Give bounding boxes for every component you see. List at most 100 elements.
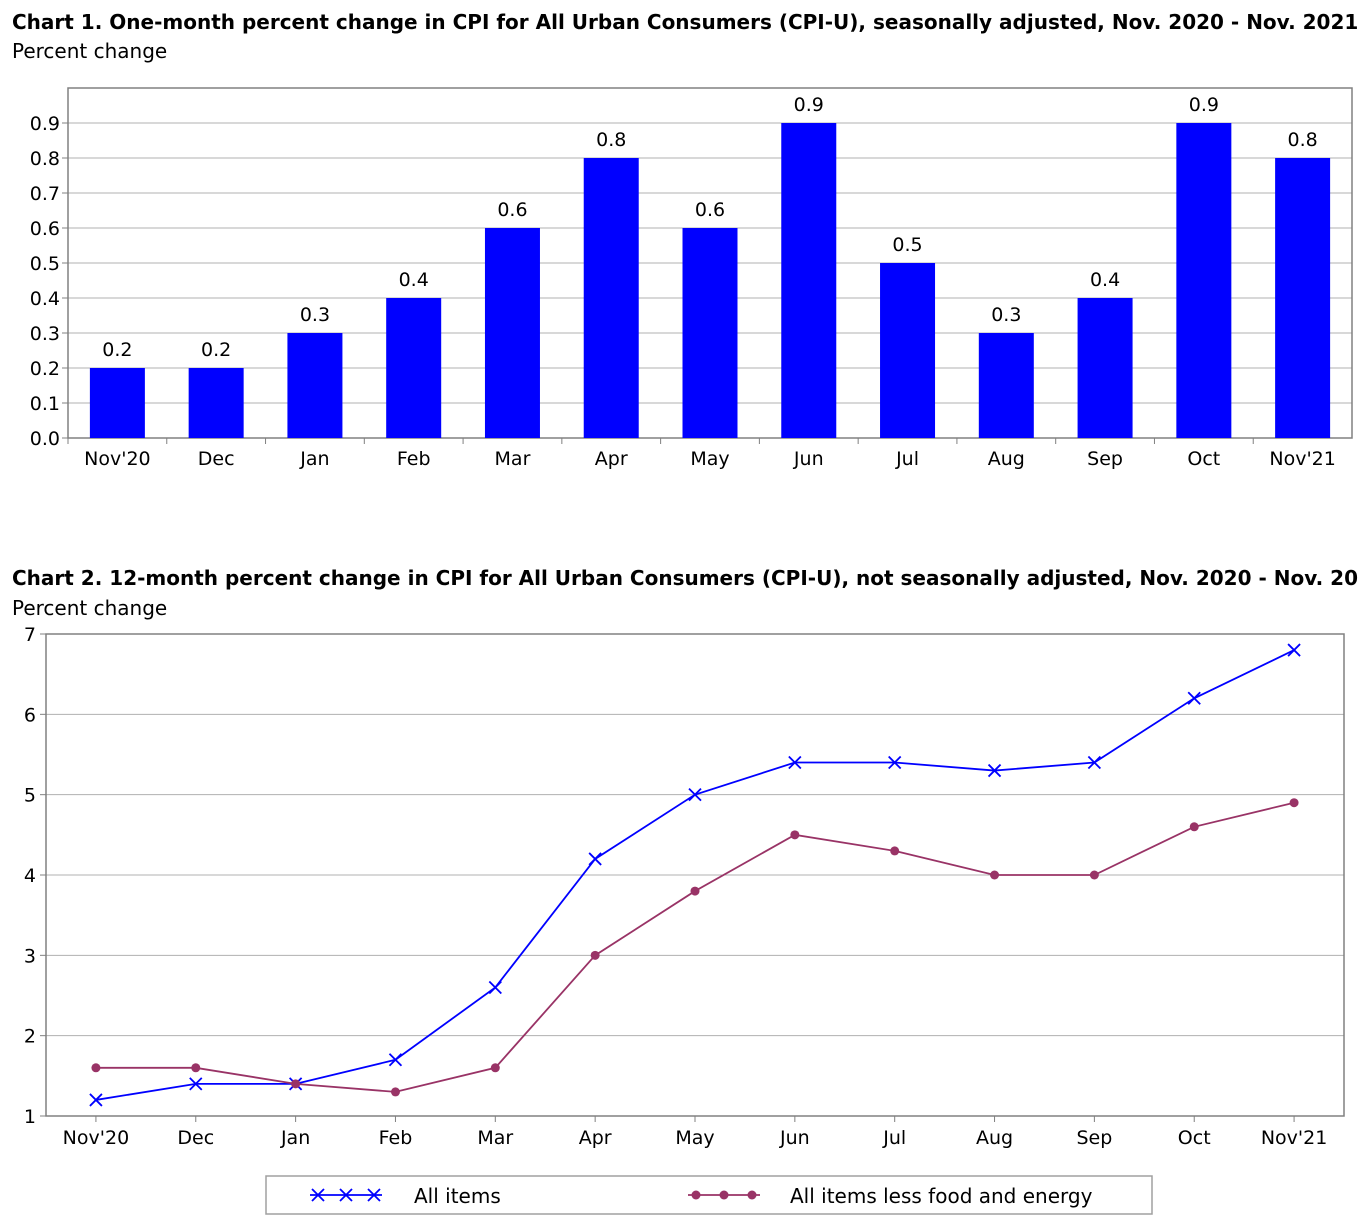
chart1-data-label: 0.9 (1189, 94, 1219, 116)
chart1-bar (188, 368, 244, 438)
chart2-data-point (590, 950, 600, 960)
chart1-bar (880, 263, 936, 438)
chart2-legend-swatch-marker (691, 1190, 701, 1200)
chart2-xtick-label: Jan (280, 1127, 310, 1149)
chart1-bar-chart: 0.0 0.1 0.2 0.3 0.4 0.5 0.6 0.7 0.8 0.9 0.2 Nov'20 0… (30, 87, 1353, 470)
chart2-xtick-label: Aug (976, 1127, 1013, 1149)
chart2-xtick-label: Jul (882, 1127, 906, 1149)
chart1-data-label: 0.8 (596, 129, 626, 151)
chart2-xtick-label: Dec (177, 1127, 214, 1149)
chart1-xtick-label: Jul (895, 448, 919, 470)
chart2-data-point (788, 755, 802, 770)
chart1-xtick-label: Feb (397, 448, 431, 470)
chart2-ylabel: Percent change (12, 596, 168, 620)
chart2-legend: All items All items less food and energy (265, 1175, 1153, 1215)
chart2-legend-swatch-marker (367, 1188, 381, 1202)
chart1-ytick-label: 0.4 (30, 288, 60, 310)
chart1-xtick-label: Apr (595, 448, 628, 470)
chart1-bar (781, 123, 837, 438)
chart2-ytick-label: 3 (24, 945, 36, 967)
chart2-ytick-label: 6 (24, 704, 36, 726)
chart1-xtick-label: Jun (793, 448, 824, 470)
chart1-data-label-bg (587, 126, 636, 152)
chart1-xtick-label: Aug (988, 448, 1025, 470)
chart2-legend-swatch-marker (311, 1188, 325, 1202)
chart1-title: Chart 1. One-month percent change in CPI… (12, 10, 1358, 34)
chart2-legend-swatch-marker (339, 1188, 353, 1202)
chart2-series-line (95, 801, 1295, 1093)
chart2-legend-label: All items less food and energy (790, 1184, 1093, 1208)
chart1-bar (1275, 158, 1331, 438)
chart1-xtick-label: Jan (299, 448, 329, 470)
chart1-ytick-label: 0.8 (30, 148, 60, 170)
chart2-data-point (390, 1087, 400, 1097)
chart2-data-point (189, 1077, 203, 1091)
chart1-xtick-label: Mar (495, 448, 531, 470)
chart2-data-point (888, 755, 902, 770)
chart2-data-point (790, 830, 800, 840)
chart2-xtick-label: Jun (779, 1127, 810, 1149)
chart2-xtick-label: Mar (477, 1127, 513, 1149)
chart2-data-point (990, 870, 1000, 880)
chart2-data-point (89, 1093, 103, 1107)
chart2-data-point (1187, 691, 1201, 705)
chart1-data-label-bg (192, 336, 241, 362)
chart1-xtick-label: Oct (1187, 448, 1220, 470)
chart1-data-label-bg (93, 336, 142, 362)
chart2-title: Chart 2. 12-month percent change in CPI … (12, 566, 1358, 590)
chart1-data-label-bg (686, 196, 734, 222)
chart2-data-point (987, 763, 1002, 778)
chart2-xtick-label: May (675, 1127, 714, 1149)
chart1-data-label: 0.4 (399, 269, 429, 291)
chart1-bar (1176, 123, 1232, 438)
chart1-bar (484, 228, 540, 438)
chart1-bar (287, 333, 343, 438)
chart1-bar (1077, 298, 1133, 438)
chart2-data-point (388, 1053, 403, 1067)
chart2-data-point (890, 846, 900, 856)
chart1-ytick-label: 0.0 (30, 428, 60, 450)
chart1-ytick-label: 0.6 (30, 218, 60, 240)
chart1-data-label-bg (1081, 266, 1130, 292)
chart1-data-label-bg (1278, 126, 1327, 152)
chart1-xtick-label: May (690, 448, 729, 470)
chart1-xtick-label: Dec (198, 448, 235, 470)
chart1-data-label-bg (290, 301, 339, 327)
chart1-bar (978, 333, 1034, 438)
chart2-xtick-label: Oct (1178, 1127, 1211, 1149)
chart1-data-label: 0.3 (300, 304, 330, 326)
chart2-data-point (1189, 822, 1199, 832)
chart1-data-label-bg (883, 231, 932, 257)
chart2-data-point (1287, 643, 1301, 657)
chart2-ytick-label: 4 (24, 865, 36, 887)
chart1-data-label-bg (982, 301, 1031, 327)
chart2-ytick-label: 7 (24, 624, 36, 646)
chart2-xtick-label: Apr (579, 1127, 612, 1149)
chart1-data-label-bg (1179, 91, 1228, 117)
chart1-ytick-label: 0.5 (30, 253, 60, 275)
chart2-ytick-label: 2 (24, 1026, 36, 1048)
chart1-data-label: 0.6 (695, 199, 725, 221)
chart2-data-point (191, 1063, 201, 1073)
chart1-bar (583, 158, 639, 438)
chart2-xtick-label: Feb (379, 1127, 413, 1149)
chart1-bar (386, 298, 442, 438)
chart1-xtick-label: Nov'21 (1269, 448, 1335, 470)
chart2-data-point (688, 788, 702, 802)
chart1-bar (682, 228, 738, 438)
chart1-data-label: 0.4 (1090, 269, 1120, 291)
chart1-ytick-label: 0.2 (30, 358, 60, 380)
chart1-data-label: 0.2 (102, 339, 132, 361)
chart2-series-2 (91, 798, 1299, 1097)
chart2-legend-swatch-marker (747, 1190, 757, 1200)
chart2-xtick-label: Sep (1076, 1127, 1112, 1149)
chart1-data-label: 0.5 (892, 234, 922, 256)
chart1-data-label-bg (488, 196, 537, 222)
chart2-data-point (291, 1079, 301, 1089)
chart1-ylabel: Percent change (12, 39, 168, 63)
chart2-data-point (1289, 798, 1299, 808)
chart1-data-label: 0.2 (201, 339, 231, 361)
chart1-data-label: 0.6 (497, 199, 527, 221)
chart2-data-point (91, 1063, 101, 1073)
